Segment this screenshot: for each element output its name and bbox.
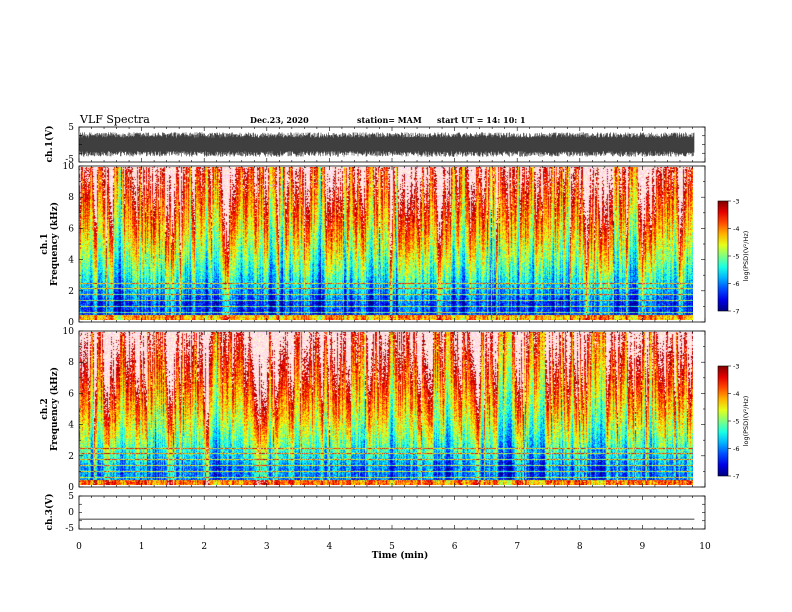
ch1-waveform-trace bbox=[79, 126, 705, 163]
x-tick-label-8: 8 bbox=[577, 542, 583, 552]
colorbar-tick--5: -5 bbox=[733, 418, 739, 426]
ch2-spec-ylabel: Frequency (kHz) bbox=[49, 367, 60, 451]
ch1-colorbar-gradient bbox=[718, 201, 728, 311]
ch3-waveform-panel: 5 0 -5 ch.3(V) bbox=[44, 492, 706, 534]
figure-title: VLF Spectra bbox=[79, 113, 150, 126]
colorbar-tick--4: -4 bbox=[733, 225, 739, 233]
x-tick-label-5: 5 bbox=[389, 542, 395, 552]
ch1-spec-ytick-8: 8 bbox=[68, 193, 74, 203]
ch1-spec-ytick-0: 0 bbox=[68, 318, 74, 328]
colorbar-tick--5: -5 bbox=[733, 253, 739, 261]
time-axis-tick-labels: 0 1 2 3 4 5 6 7 8 9 10 bbox=[76, 542, 711, 552]
ch1-waveform-path bbox=[79, 132, 695, 157]
ch3-ytick-mid: 0 bbox=[68, 508, 74, 518]
ch1-waveform-panel: 5 -5 ch.1(V) bbox=[44, 123, 706, 165]
ch3-waveform-frame bbox=[78, 495, 706, 530]
ch1-spec-ytick-10: 10 bbox=[63, 162, 75, 172]
ch2-colorbar-label: log(PSD)(V²/Hz) bbox=[742, 396, 750, 447]
ch1-spec-ytick-4: 4 bbox=[68, 256, 74, 266]
ch1-ytick-top: 5 bbox=[68, 123, 74, 133]
x-tick-label-4: 4 bbox=[327, 542, 333, 552]
ch1-spectrogram-panel: 0 2 4 6 8 10 ch.1 Frequency (kHz) bbox=[40, 162, 706, 328]
ch2-spectrogram-image bbox=[79, 332, 693, 485]
ch2-spec-ytick-8: 8 bbox=[68, 358, 74, 368]
ch1-spec-ytick-6: 6 bbox=[68, 224, 74, 234]
x-tick-label-3: 3 bbox=[264, 542, 270, 552]
time-axis-ticks bbox=[78, 127, 706, 529]
station-label: station= MAM bbox=[357, 115, 422, 125]
ch3-ylabel: ch.3(V) bbox=[44, 494, 55, 531]
start-time-label: start UT = 14: 10: 1 bbox=[437, 115, 526, 125]
colorbar-tick--7: -7 bbox=[733, 308, 739, 316]
colorbar-tick--4: -4 bbox=[733, 390, 739, 398]
time-axis-label: Time (min) bbox=[372, 550, 429, 561]
ch3-ytick-bottom: -5 bbox=[65, 524, 74, 534]
x-tick-label-7: 7 bbox=[514, 542, 520, 552]
ch1-ylabel: ch.1(V) bbox=[44, 126, 55, 163]
colorbar-tick--7: -7 bbox=[733, 473, 739, 481]
colorbar-tick--6: -6 bbox=[733, 280, 739, 288]
colorbar-tick--3: -3 bbox=[733, 198, 739, 206]
x-tick-label-9: 9 bbox=[640, 542, 646, 552]
ch1-spectrogram-image bbox=[79, 167, 693, 320]
ch1-ytick-bottom: -5 bbox=[65, 155, 74, 165]
ch2-spec-ytick-4: 4 bbox=[68, 421, 74, 431]
ch2-spec-ytick-6: 6 bbox=[68, 389, 74, 399]
ch2-spec-ytick-0: 0 bbox=[68, 483, 74, 493]
date-label: Dec.23, 2020 bbox=[250, 115, 309, 125]
x-tick-label-1: 1 bbox=[139, 542, 145, 552]
ch1-spec-ylabel: Frequency (kHz) bbox=[49, 202, 60, 286]
x-tick-label-10: 10 bbox=[699, 542, 711, 552]
ch3-ytick-top: 5 bbox=[68, 492, 74, 502]
ch2-spec-ytick-10: 10 bbox=[63, 327, 75, 337]
ch1-spec-ytick-2: 2 bbox=[68, 287, 74, 297]
ch1-spec-ylabel-channel: ch.1 bbox=[40, 233, 50, 254]
ch1-colorbar-label: log(PSD)(V²/Hz) bbox=[742, 231, 750, 282]
ch2-spectrogram-panel: 0 2 4 6 8 10 ch.2 Frequency (kHz) bbox=[40, 327, 706, 493]
colorbar-tick--6: -6 bbox=[733, 445, 739, 453]
x-tick-label-6: 6 bbox=[452, 542, 458, 552]
ch2-colorbar: -3 -4 -5 -6 -7 log(PSD)(V²/Hz) bbox=[717, 363, 750, 481]
x-tick-label-2: 2 bbox=[201, 542, 207, 552]
ch2-colorbar-gradient bbox=[718, 366, 728, 476]
ch2-spec-ytick-2: 2 bbox=[68, 452, 74, 462]
ch1-colorbar: -3 -4 -5 -6 -7 log(PSD)(V²/Hz) bbox=[717, 198, 750, 316]
x-tick-label-0: 0 bbox=[76, 542, 82, 552]
colorbar-tick--3: -3 bbox=[733, 363, 739, 371]
ch2-spec-ylabel-channel: ch.2 bbox=[40, 398, 50, 419]
